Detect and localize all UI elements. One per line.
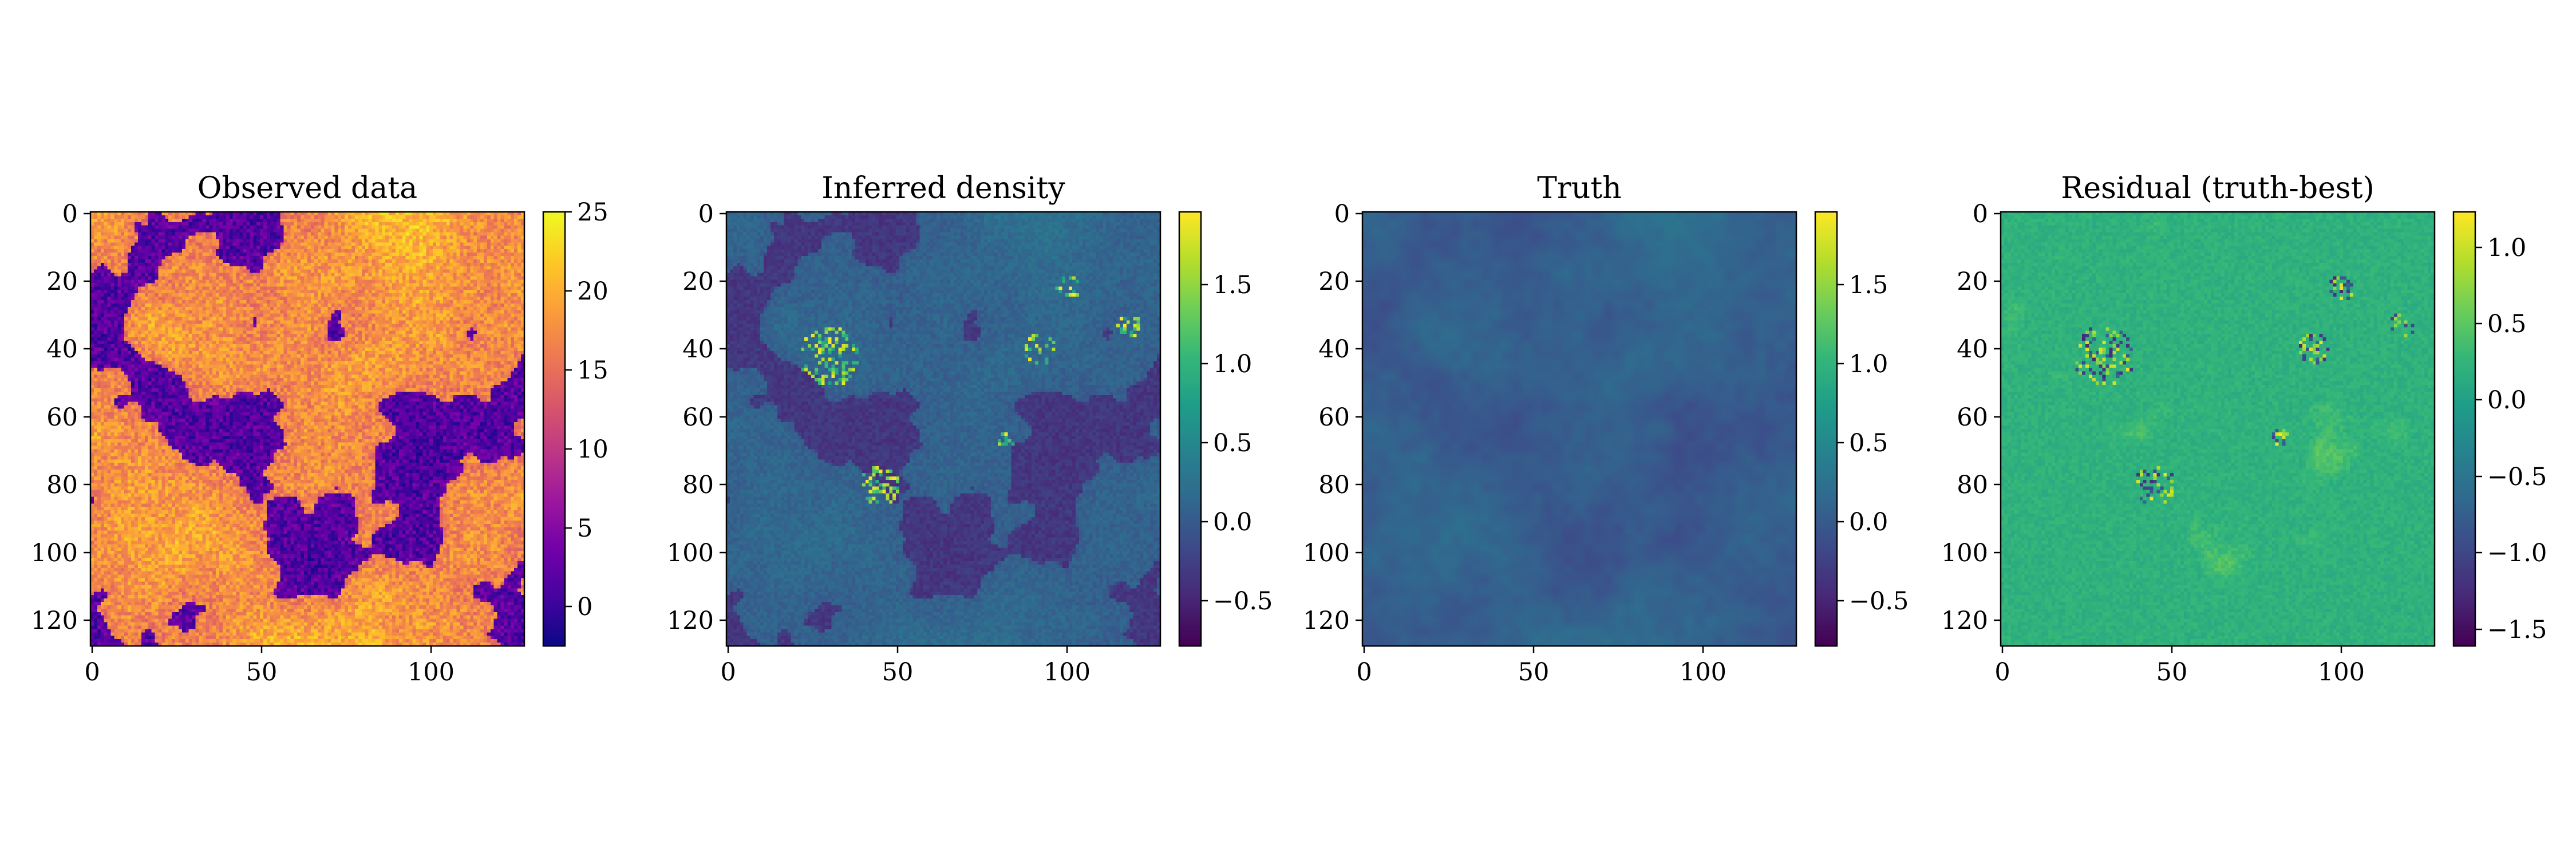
y-tick-label: 20 (1957, 267, 1988, 296)
panel-title: Residual (truth-best) (2061, 171, 2374, 206)
colorbar-tick-label: −0.5 (1213, 587, 1273, 616)
colorbar: 1.5 1.0 0.5 0.0 −0.5 (1178, 211, 1273, 647)
x-axis: 0 50 100 (1356, 646, 1726, 687)
x-tick-label: 50 (246, 658, 278, 687)
x-axis: 0 50 100 (1994, 646, 2365, 687)
colorbar-frame (542, 211, 566, 647)
axes-frame (725, 211, 1161, 647)
colorbar-tick-label: 5 (577, 514, 592, 543)
y-tick-label: 20 (46, 267, 78, 296)
colorbar-tick-label: 20 (577, 277, 609, 306)
y-tick-label: 0 (698, 200, 714, 228)
y-tick-label: 100 (1941, 539, 1988, 568)
colorbar-tick-label: 0.0 (1213, 508, 1252, 537)
colorbar-tick-label: 1.0 (1213, 350, 1252, 379)
y-tick-label: 80 (1318, 471, 1350, 499)
colorbar-tick-label: 1.0 (1849, 350, 1888, 379)
colorbar-frame (1814, 211, 1838, 647)
y-tick-label: 0 (1334, 200, 1350, 228)
heatmap-image (90, 212, 524, 646)
panel-truth: Truth 0 20 40 60 80 100 120 0 50 100 (1303, 171, 1909, 687)
panel-residual: Residual (truth-best) 0 20 40 60 80 100 … (1941, 171, 2547, 687)
x-tick-label: 100 (1680, 658, 1726, 687)
x-axis: 0 50 100 (720, 646, 1091, 687)
colorbar-tick-label: 10 (577, 435, 609, 464)
colorbar-tick-label: 0.5 (1213, 429, 1252, 458)
y-tick-label: 100 (667, 539, 714, 568)
colorbar-tick-label: 1.5 (1213, 271, 1252, 300)
y-tick-label: 60 (1318, 403, 1350, 432)
colorbar: 1.0 0.5 0.0 −0.5 −1.0 −1.5 (2452, 211, 2547, 647)
y-tick-label: 120 (1941, 606, 1988, 635)
colorbar: 1.5 1.0 0.5 0.0 −0.5 (1814, 211, 1909, 647)
x-tick-label: 0 (1994, 658, 2010, 687)
panel-inferred-density: Inferred density 0 20 40 60 80 100 120 0… (667, 171, 1273, 687)
y-tick-label: 0 (62, 200, 78, 228)
colorbar: 25 20 15 10 5 0 (542, 198, 609, 647)
x-tick-label: 100 (2318, 658, 2365, 687)
colorbar-tick-label: −1.5 (2487, 616, 2547, 644)
colorbar-gradient (1815, 212, 1837, 646)
axes-frame (89, 211, 526, 647)
y-tick-label: 80 (682, 471, 714, 499)
y-tick-label: 120 (667, 606, 714, 635)
colorbar-tick-label: 0.5 (1849, 429, 1888, 458)
colorbar-gradient (2453, 212, 2475, 646)
x-tick-label: 50 (1518, 658, 1550, 687)
colorbar-tick-label: 0.5 (2487, 310, 2526, 338)
panel-title: Inferred density (821, 171, 1065, 206)
y-tick-label: 40 (46, 335, 78, 364)
y-tick-label: 20 (682, 267, 714, 296)
x-tick-label: 100 (408, 658, 455, 687)
axes-frame (2000, 211, 2436, 647)
colorbar-tick-label: 15 (577, 356, 609, 385)
colorbar-gradient (543, 212, 565, 646)
y-axis: 0 20 40 60 80 100 120 (1303, 200, 1362, 635)
x-tick-label: 100 (1044, 658, 1091, 687)
y-tick-label: 20 (1318, 267, 1350, 296)
colorbar-gradient (1179, 212, 1201, 646)
y-axis: 0 20 40 60 80 100 120 (667, 200, 726, 635)
y-tick-label: 40 (682, 335, 714, 364)
x-tick-label: 0 (1356, 658, 1372, 687)
colorbar-tick-label: 0 (577, 593, 592, 621)
colorbar-tick-label: −0.5 (1849, 587, 1909, 616)
y-tick-label: 40 (1957, 335, 1988, 364)
y-axis: 0 20 40 60 80 100 120 (31, 200, 90, 635)
colorbar-tick-label: 1.5 (1849, 271, 1888, 300)
y-tick-label: 120 (31, 606, 78, 635)
y-tick-label: 80 (46, 471, 78, 499)
colorbar-tick-label: −0.5 (2487, 463, 2547, 491)
y-tick-label: 40 (1318, 335, 1350, 364)
colorbar-tick-label: −1.0 (2487, 539, 2547, 568)
colorbar-tick-label: 1.0 (2487, 234, 2526, 262)
panel-title: Observed data (197, 171, 417, 206)
heatmap-image (726, 212, 1160, 646)
y-tick-label: 60 (46, 403, 78, 432)
colorbar-tick-label: 0.0 (1849, 508, 1888, 537)
y-axis: 0 20 40 60 80 100 120 (1941, 200, 2001, 635)
y-tick-label: 0 (1973, 200, 1988, 228)
x-tick-label: 50 (882, 658, 914, 687)
y-tick-label: 100 (31, 539, 78, 568)
y-tick-label: 80 (1957, 471, 1988, 499)
colorbar-tick-label: 0.0 (2487, 386, 2526, 415)
x-tick-label: 0 (720, 658, 736, 687)
colorbar-frame (1178, 211, 1202, 647)
axes-frame (1361, 211, 1797, 647)
y-tick-label: 120 (1303, 606, 1350, 635)
heatmap-image (2001, 212, 2435, 646)
x-tick-label: 50 (2156, 658, 2188, 687)
y-tick-label: 60 (1957, 403, 1988, 432)
panel-title: Truth (1537, 171, 1621, 206)
x-tick-label: 0 (84, 658, 100, 687)
heatmap-image (1362, 212, 1796, 646)
colorbar-tick-label: 25 (577, 198, 609, 227)
colorbar-frame (2452, 211, 2476, 647)
panel-observed-data: Observed data 0 20 40 60 80 100 120 0 50… (31, 171, 609, 687)
y-tick-label: 60 (682, 403, 714, 432)
y-tick-label: 100 (1303, 539, 1350, 568)
x-axis: 0 50 100 (84, 646, 455, 687)
